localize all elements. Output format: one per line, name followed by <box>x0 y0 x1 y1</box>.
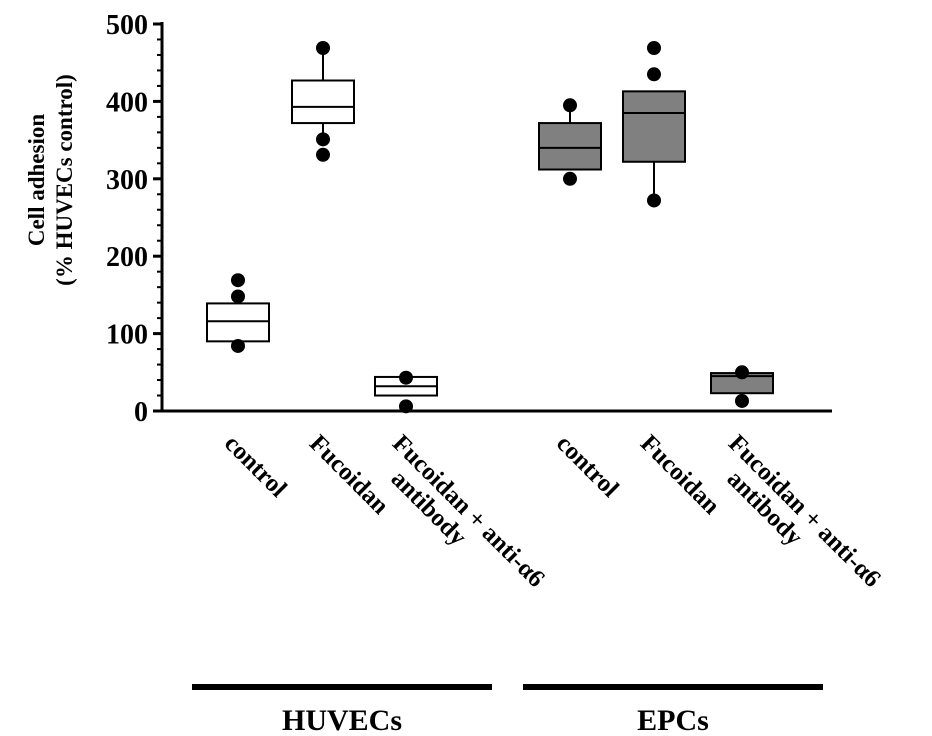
outlier-point <box>316 147 330 162</box>
box-iqr <box>538 122 602 171</box>
group-label: HUVECs <box>282 704 402 736</box>
outlier-point <box>316 132 330 147</box>
box-epcs-0 <box>538 98 602 186</box>
category-label: control <box>219 430 292 503</box>
box-huvecs-0 <box>206 273 270 353</box>
category-label-group: control <box>551 430 624 503</box>
y-tick-label: 100 <box>106 320 148 351</box>
y-tick-label: 0 <box>134 397 148 428</box>
outlier-point <box>563 98 577 113</box>
outlier-point <box>647 67 661 82</box>
group-brackets: HUVECs EPCs <box>192 684 823 736</box>
y-tick-label: 400 <box>106 87 148 118</box>
y-tick-label: 300 <box>106 165 148 196</box>
y-tick-label: 500 <box>106 10 148 41</box>
category-label-group: Fucoidan <box>635 430 725 520</box>
outlier-point <box>563 171 577 186</box>
y-axis-label-line-2: (% HUVECs control) <box>52 74 77 286</box>
category-label: Fucoidan + anti-α6 <box>387 430 550 593</box>
outlier-point <box>399 399 413 414</box>
outlier-point <box>231 338 245 353</box>
axes: 0 100 200 300 400 500 <box>106 10 832 428</box>
category-label: control <box>551 430 624 503</box>
box-iqr <box>622 90 686 163</box>
category-label: Fucoidan + anti-α6 <box>723 430 886 593</box>
outlier-point <box>316 40 330 55</box>
outlier-point <box>647 40 661 55</box>
outlier-point <box>735 393 749 408</box>
boxes-layer <box>206 40 774 414</box>
outlier-point <box>231 289 245 304</box>
box-epcs-1 <box>622 40 686 208</box>
category-label: Fucoidan <box>635 430 725 520</box>
box-iqr <box>291 79 355 125</box>
box-epcs-2 <box>710 365 774 408</box>
y-axis-label: Cell adhesion (% HUVECs control) <box>24 74 77 286</box>
box-iqr <box>206 302 270 343</box>
box-huvecs-1 <box>291 40 355 162</box>
outlier-point <box>647 193 661 208</box>
outlier-point <box>231 273 245 288</box>
outlier-point <box>735 365 749 380</box>
category-label-group: control <box>219 430 292 503</box>
outlier-point <box>399 370 413 385</box>
y-tick-label: 200 <box>106 242 148 273</box>
y-axis-label-line-1: Cell adhesion <box>24 114 49 246</box>
group-label: EPCs <box>637 704 709 736</box>
category-label: Fucoidan <box>304 430 394 520</box>
category-label-group: Fucoidan <box>304 430 394 520</box>
box-huvecs-2 <box>374 370 438 414</box>
